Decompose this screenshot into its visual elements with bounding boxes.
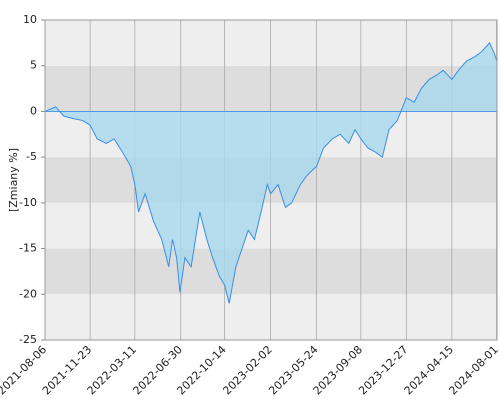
band (45, 20, 497, 66)
y-tick-label: -25 (19, 333, 37, 346)
y-tick-label: 0 (30, 104, 37, 117)
y-tick-label: 5 (30, 59, 37, 72)
y-tick-label: -5 (26, 150, 37, 163)
y-tick-label: -20 (19, 287, 37, 300)
band (45, 294, 497, 340)
line (44, 41, 498, 304)
area (45, 42, 497, 304)
band (45, 248, 497, 295)
y-tick-label: -10 (19, 196, 37, 209)
y-axis-label: [Zmiany %] (7, 148, 20, 212)
band (45, 202, 497, 249)
y-tick-label: 10 (23, 13, 37, 26)
y-tick-label: -15 (19, 242, 37, 255)
plot-frame (44, 19, 498, 341)
